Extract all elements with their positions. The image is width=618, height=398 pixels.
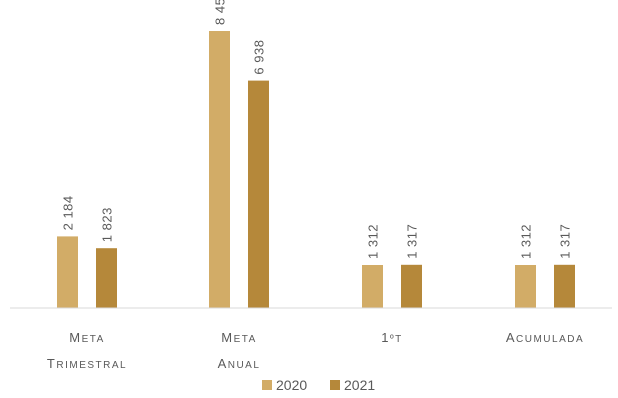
legend: 2020 2021 — [262, 377, 375, 393]
category-label-3-line-0: ACUMULADA — [506, 330, 584, 345]
category-label-1-line-0: META — [221, 330, 257, 345]
bar-2021-1 — [248, 80, 269, 308]
bar-2021-0 — [96, 248, 117, 308]
data-label-2020-2: 1 312 — [366, 224, 381, 259]
data-label-2020-1: 8 451 — [213, 0, 228, 25]
bars-layer — [57, 31, 575, 308]
data-label-2020-3: 1 312 — [519, 224, 534, 259]
category-label-0-line-1: TRIMESTRAL — [47, 356, 127, 371]
data-label-2021-0: 1 823 — [100, 207, 115, 242]
legend-label-2020: 2020 — [276, 377, 307, 393]
legend-swatch-2020 — [262, 380, 272, 390]
bar-2020-0 — [57, 236, 78, 308]
legend-label-2021: 2021 — [344, 377, 375, 393]
bar-2020-3 — [515, 265, 536, 308]
data-label-2021-3: 1 317 — [558, 224, 573, 259]
data-label-2021-2: 1 317 — [405, 224, 420, 259]
category-label-0-line-0: META — [69, 330, 105, 345]
bar-2020-2 — [362, 265, 383, 308]
category-labels-layer: META TRIMESTRAL META ANUAL 1ºT ACUMULADA — [47, 330, 584, 371]
category-label-2-line-0: 1ºT — [381, 330, 403, 345]
bar-2021-3 — [554, 264, 575, 308]
bar-2021-2 — [401, 264, 422, 308]
bar-2020-1 — [209, 31, 230, 308]
legend-swatch-2021 — [330, 380, 340, 390]
value-labels-layer: 2 184 1 823 8 451 6 938 1 312 1 317 1 312 1 317 — [61, 0, 573, 259]
category-label-1-line-1: ANUAL — [218, 356, 261, 371]
data-label-2020-0: 2 184 — [61, 195, 76, 230]
data-label-2021-1: 6 938 — [252, 40, 267, 75]
